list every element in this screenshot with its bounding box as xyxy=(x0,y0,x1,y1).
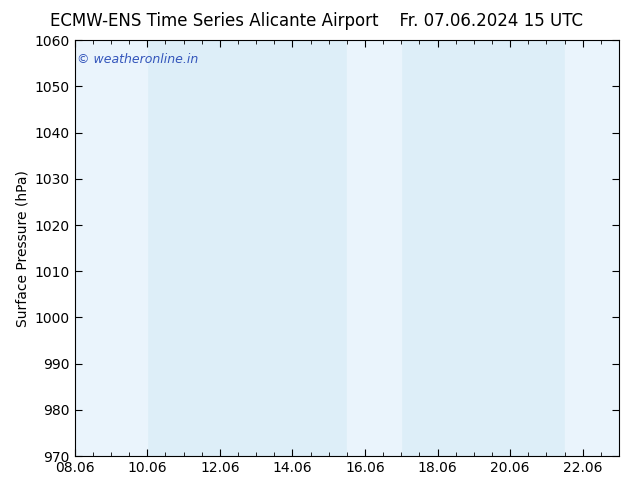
Bar xyxy=(75,40,111,456)
Bar xyxy=(347,40,383,456)
Y-axis label: Surface Pressure (hPa): Surface Pressure (hPa) xyxy=(15,170,29,326)
Bar xyxy=(111,40,147,456)
Text: ECMW-ENS Time Series Alicante Airport    Fr. 07.06.2024 15 UTC: ECMW-ENS Time Series Alicante Airport Fr… xyxy=(51,12,583,30)
Text: © weatheronline.in: © weatheronline.in xyxy=(77,52,198,66)
Bar xyxy=(383,40,401,456)
Bar xyxy=(564,40,619,456)
